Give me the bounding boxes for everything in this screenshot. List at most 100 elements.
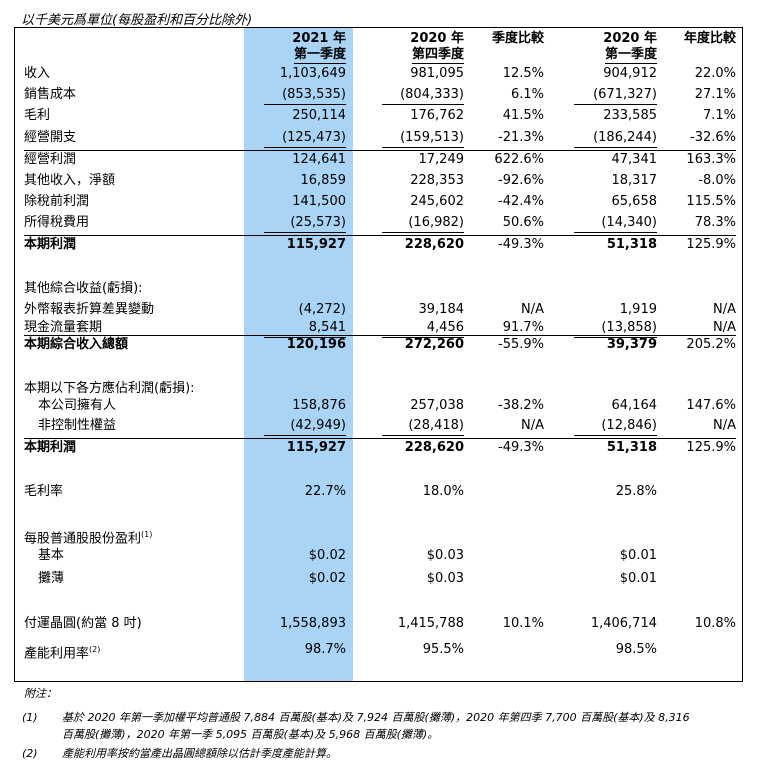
row-separator (24, 150, 736, 151)
table-cell: 22.0% (694, 66, 736, 81)
table-cell: (16,982) (408, 215, 464, 230)
table-cell: -42.4% (498, 194, 544, 209)
row-label-text: 本期利潤 (24, 440, 77, 455)
table-cell: 98.5% (615, 642, 657, 657)
table-cell: $0.02 (308, 571, 346, 586)
row-label: 本期利潤 (24, 440, 76, 456)
table-cell: 78.3% (694, 215, 736, 230)
table-cell: $0.02 (308, 548, 346, 563)
note-1-number: (1) (22, 711, 38, 724)
table-cell: (804,333) (400, 87, 464, 102)
table-cell: 25.8% (615, 484, 657, 499)
table-caption: 以千美元爲單位(每股盈利和百分比除外) (21, 13, 253, 28)
table-cell: 245,602 (410, 194, 464, 209)
row-label: 產能利用率(2) (24, 642, 100, 662)
table-cell: 1,103,649 (279, 66, 346, 81)
table-cell: 41.5% (502, 108, 544, 123)
table-cell: 141,500 (292, 194, 346, 209)
subtotal-underline (382, 104, 464, 105)
row-label: 基本 (38, 548, 64, 564)
row-label: 本期綜合收入總額 (24, 337, 128, 353)
table-cell: 7.1% (702, 108, 736, 123)
table-cell: 120,196 (286, 337, 346, 352)
table-cell: 158,876 (292, 398, 346, 413)
row-label-text: 本期以下各方應佔利潤(虧損): (24, 381, 195, 396)
row-label-text: 基本 (38, 548, 65, 563)
table-cell: 125.9% (686, 237, 736, 252)
row-label-text: 攤薄 (38, 571, 65, 586)
header-2021-q1: 2021 年 第一季度 (292, 31, 346, 64)
row-separator (24, 235, 736, 236)
row-label-text: 所得稅費用 (24, 215, 90, 230)
subtotal-underline (264, 104, 346, 105)
table-cell: 228,620 (404, 440, 464, 455)
table-cell: 233,585 (603, 108, 657, 123)
header-yoy: 年度比較 (683, 31, 736, 46)
table-cell: (12,846) (601, 418, 657, 433)
table-cell: $0.03 (426, 571, 464, 586)
row-label: 本期以下各方應佔利潤(虧損): (24, 381, 195, 397)
table-cell: 176,762 (410, 108, 464, 123)
table-cell: $0.01 (619, 571, 657, 586)
table-cell: (853,535) (282, 87, 346, 102)
note-2-text: 產能利用率按約當產出晶圓總額除以估計季度產能計算。 (62, 747, 337, 760)
table-cell: 125.9% (686, 440, 736, 455)
row-label-text: 外幣報表折算差異變動 (24, 302, 155, 317)
table-cell: 65,658 (611, 194, 658, 209)
table-cell: 904,912 (603, 66, 657, 81)
table-cell: -38.2% (498, 398, 544, 413)
table-cell: 250,114 (292, 108, 346, 123)
row-label: 銷售成本 (24, 87, 76, 103)
table-cell: 163.3% (686, 152, 736, 167)
subtotal-underline (574, 104, 657, 105)
row-label: 毛利率 (24, 484, 63, 500)
row-label: 其他綜合收益(虧損): (24, 281, 143, 297)
row-separator (24, 438, 736, 439)
table-frame (14, 27, 743, 682)
row-label: 經營開支 (24, 130, 76, 146)
table-cell: 18,317 (611, 173, 658, 188)
table-cell: 1,558,893 (279, 616, 346, 631)
row-label: 收入 (24, 66, 50, 82)
row-label-text: 每股普通股股份盈利 (24, 531, 142, 547)
row-label-text: 銷售成本 (24, 87, 77, 102)
row-label: 現金流量套期 (24, 320, 102, 336)
row-label: 本公司擁有人 (38, 398, 116, 414)
table-cell: 22.7% (304, 484, 346, 499)
subtotal-underline (382, 232, 464, 233)
row-label: 除稅前利潤 (24, 194, 89, 210)
table-cell: (125,473) (282, 130, 346, 145)
table-cell: (4,272) (298, 302, 346, 317)
table-cell: 10.1% (502, 616, 544, 631)
subtotal-underline (264, 232, 346, 233)
table-cell: 257,038 (410, 398, 464, 413)
table-cell: -8.0% (698, 173, 736, 188)
row-label-text: 經營利潤 (24, 152, 77, 167)
table-cell: 115,927 (286, 237, 346, 252)
row-label-text: 其他收入，淨額 (24, 173, 116, 188)
row-separator (24, 335, 736, 336)
table-cell: -49.3% (498, 440, 544, 455)
table-cell: 39,379 (606, 337, 657, 352)
row-label-text: 本公司擁有人 (38, 398, 117, 413)
row-label: 外幣報表折算差異變動 (24, 302, 154, 318)
row-label: 經營利潤 (24, 152, 76, 168)
table-cell: 51,318 (606, 440, 657, 455)
subtotal-underline (382, 147, 464, 148)
table-cell: N/A (521, 302, 544, 317)
table-cell: 51,318 (606, 237, 657, 252)
table-cell: -32.6% (690, 130, 736, 145)
table-cell: (186,244) (593, 130, 657, 145)
table-cell: 91.7% (502, 320, 544, 335)
table-cell: 17,249 (418, 152, 465, 167)
table-cell: 115,927 (286, 440, 346, 455)
table-cell: 1,919 (619, 302, 657, 317)
table-cell: 39,184 (418, 302, 465, 317)
subtotal-underline (574, 435, 657, 436)
table-cell: N/A (713, 302, 736, 317)
table-cell: $0.01 (619, 548, 657, 563)
table-cell: 205.2% (686, 337, 736, 352)
table-cell: 1,406,714 (590, 616, 657, 631)
table-cell: (159,513) (400, 130, 464, 145)
table-cell: 47,341 (611, 152, 658, 167)
